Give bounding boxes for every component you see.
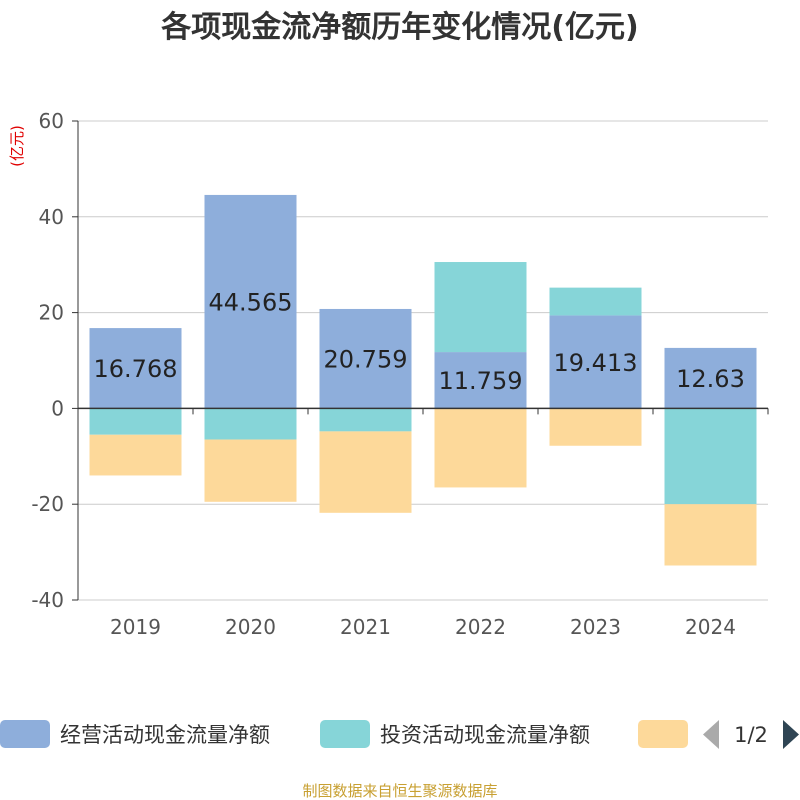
data-label-2023: 19.413: [554, 349, 638, 377]
y-tick-label: 40: [39, 205, 64, 229]
bar-2024-series-2[interactable]: [664, 408, 757, 505]
grid-lines: [78, 120, 768, 601]
legend-prev-icon[interactable]: [703, 720, 719, 749]
x-tick-label: 2022: [455, 615, 506, 639]
legend-next-icon[interactable]: [783, 720, 799, 749]
bar-2022-series-2[interactable]: [434, 262, 527, 353]
legend: 经营活动现金流量净额 投资活动现金流量净额 1/2: [0, 720, 799, 749]
bars: [89, 194, 757, 566]
legend-swatch-1[interactable]: [0, 720, 50, 748]
chart-title: 各项现金流净额历年变化情况(亿元): [160, 10, 638, 45]
legend-label-2[interactable]: 投资活动现金流量净额: [380, 723, 590, 747]
y-tick-label: 0: [51, 396, 64, 420]
bar-2021-series-2[interactable]: [319, 408, 412, 432]
source-note: 制图数据来自恒生聚源数据库: [302, 782, 497, 800]
bar-2024-series-3[interactable]: [664, 504, 757, 566]
x-tick-label: 2020: [225, 615, 276, 639]
data-label-2021: 20.759: [324, 346, 408, 374]
bar-2019-series-3[interactable]: [89, 434, 182, 476]
y-tick-label: -40: [31, 588, 64, 612]
legend-page-indicator: 1/2: [734, 723, 768, 747]
bar-2021-series-1[interactable]: [319, 308, 412, 409]
tick-labels: -40 -20 0 20 40 60 2019 2020 2021 2022 2023 2024: [31, 109, 736, 639]
y-tick-label: 60: [39, 109, 64, 133]
x-tick-label: 2024: [685, 615, 736, 639]
bar-2022-series-3[interactable]: [434, 408, 527, 488]
x-tick-label: 2019: [110, 615, 161, 639]
bar-2023-series-2[interactable]: [549, 287, 642, 316]
x-tick-label: 2021: [340, 615, 391, 639]
bar-2024-series-1[interactable]: [664, 347, 757, 409]
y-tick-label: 20: [39, 301, 64, 325]
data-labels: 16.768 44.565 20.759 11.759 19.413 12.63: [94, 289, 745, 396]
bar-2020-series-3[interactable]: [204, 439, 297, 502]
y-axis-unit: (亿元): [8, 125, 26, 167]
data-label-2020: 44.565: [209, 289, 293, 317]
bar-2023-series-3[interactable]: [549, 408, 642, 446]
data-label-2019: 16.768: [94, 355, 178, 383]
x-tick-label: 2023: [570, 615, 621, 639]
bar-2019-series-1[interactable]: [89, 328, 182, 409]
data-label-2024: 12.63: [676, 365, 745, 393]
bar-2020-series-1[interactable]: [204, 194, 297, 409]
bar-2019-series-2[interactable]: [89, 408, 182, 435]
legend-swatch-2[interactable]: [320, 720, 370, 748]
bar-2023-series-1[interactable]: [549, 315, 642, 409]
bar-2021-series-3[interactable]: [319, 431, 412, 513]
y-tick-label: -20: [31, 492, 64, 516]
bar-2020-series-2[interactable]: [204, 408, 297, 440]
legend-swatch-3[interactable]: [638, 720, 688, 748]
data-label-2022: 11.759: [439, 367, 523, 395]
legend-label-1[interactable]: 经营活动现金流量净额: [60, 723, 270, 747]
axes: [72, 120, 769, 601]
bar-2022-series-1[interactable]: [434, 352, 527, 409]
